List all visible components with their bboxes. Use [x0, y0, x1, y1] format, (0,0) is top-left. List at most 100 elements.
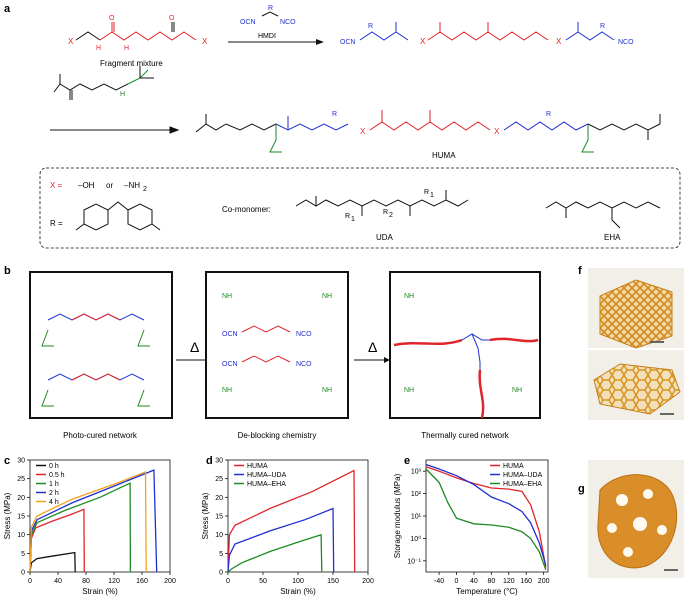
chart-d-xtick-label: 200: [362, 578, 374, 585]
fragment-label: Fragment mixture: [100, 59, 163, 68]
chart-c-xtick-label: 80: [82, 578, 90, 585]
x-definition: X = –OH or –NH 2: [50, 181, 147, 193]
chart-e-series-line: [425, 466, 547, 568]
uda-r1-left-sub: 1: [351, 216, 355, 223]
uda-r1-right: R: [424, 189, 429, 196]
caption-1: Photo-cured network: [63, 431, 138, 440]
eha-structure: [545, 201, 661, 229]
x-prod-1: X: [420, 37, 426, 46]
r-huma-2: R: [546, 111, 551, 118]
chart-d-series-line: [227, 469, 356, 573]
chart-d-ytick-label: 25: [215, 476, 223, 483]
uda-label: UDA: [376, 233, 394, 242]
chart-c-ytick-label: 25: [17, 476, 25, 483]
o-1: O: [109, 15, 115, 22]
chart-d-legend-label: HUMA: [247, 463, 268, 470]
h-1: H: [96, 45, 101, 52]
chart-e-xtick-label: 120: [503, 578, 515, 585]
x-prod-2: X: [556, 37, 562, 46]
nh-5: NH: [404, 293, 414, 300]
chart-d-series-line: [227, 507, 335, 573]
chart-e-ytick-label: 10¹: [411, 514, 422, 521]
nh-2: NH: [322, 293, 332, 300]
network-box-1: [29, 271, 173, 419]
chart-e-legend-label: HUMA–EHA: [503, 481, 542, 488]
huma-label: HUMA: [432, 151, 456, 160]
nco-b1: NCO: [296, 331, 312, 338]
chart-d-ytick-label: 20: [215, 495, 223, 502]
chart-c-ytick-label: 0: [21, 570, 25, 577]
panel-g-letter: g: [578, 483, 585, 495]
r-huma-1: R: [332, 111, 337, 118]
chart-c-legend-label: 2 h: [49, 490, 59, 497]
uda-r2-sub: 2: [389, 212, 393, 219]
panel-a-letter: a: [4, 3, 11, 15]
r-top: R: [368, 23, 373, 30]
network-box-3: NH NH NH: [389, 271, 541, 419]
chart-c-series-line: [29, 551, 76, 573]
chart-e: -40 0 40 80 120 160 200 10⁻¹ 10⁰ 10¹ 10² 10³ Tempera…: [393, 459, 550, 596]
chart-e-series-line: [425, 463, 547, 566]
chart-c-ytick-label: 15: [17, 514, 25, 521]
chart-c-xtick-label: 0: [28, 578, 32, 585]
huma-structure: R X X R: [195, 110, 661, 153]
chart-d-ytick-label: 5: [219, 551, 223, 558]
chart-c-xtick-label: 40: [54, 578, 62, 585]
chart-e-xtick-label: -40: [434, 578, 444, 585]
x-right: X: [202, 37, 208, 46]
panel-b-letter: b: [4, 265, 11, 277]
chart-e-series-line: [425, 468, 547, 571]
h-tbaema: H: [120, 91, 125, 98]
chart-c-legend-label: 0 h: [49, 463, 59, 470]
chart-e-xtick-label: 40: [470, 578, 478, 585]
o-2: O: [169, 15, 175, 22]
nh-4: NH: [322, 387, 332, 394]
chart-c-legend-label: 1 h: [49, 481, 59, 488]
x-huma-1: X: [360, 127, 366, 136]
gyroid-photo: [588, 460, 684, 578]
r-definition: R =: [50, 219, 63, 228]
chart-c-legend-label: 4 h: [49, 499, 59, 506]
chart-d-series-line: [227, 533, 323, 573]
chart-d-xtick-label: 50: [259, 578, 267, 585]
chart-c: 0 40 80 120 160 200 0 5 10 15 20 25 30 Strain (%) Stre…: [3, 458, 176, 597]
chart-d-ytick-label: 30: [215, 458, 223, 465]
chart-d-ylabel: Stress (MPa): [201, 492, 210, 539]
delta-1: Δ: [190, 339, 199, 355]
caption-3: Thermally cured network: [421, 431, 510, 440]
isocyanate-product: OCN R X X R NCO: [340, 22, 634, 46]
r-structure: [75, 201, 161, 231]
nh-3: NH: [222, 387, 232, 394]
chart-c-xtick-label: 160: [136, 578, 148, 585]
delta-2: Δ: [368, 339, 377, 355]
hmdi-r: R: [268, 5, 273, 12]
chart-d-xtick-label: 0: [226, 578, 230, 585]
chart-d-ytick-label: 0: [219, 570, 223, 577]
panel-e-letter: e: [404, 455, 410, 467]
x-def-oh: –OH: [78, 181, 95, 190]
chart-d-legend-label: HUMA–UDA: [247, 472, 287, 479]
uda-r1-right-sub: 1: [430, 192, 434, 199]
chart-c-ytick-label: 30: [17, 458, 25, 465]
chart-d-xlabel: Strain (%): [280, 587, 316, 596]
lattice-photo: [588, 268, 684, 349]
x-huma-2: X: [494, 127, 500, 136]
chart-c-legend-label: 0.5 h: [49, 472, 65, 479]
h-2: H: [124, 45, 129, 52]
nh-6: NH: [404, 387, 414, 394]
chart-c-ytick-label: 5: [21, 551, 25, 558]
chart-e-ytick-label: 10²: [411, 491, 422, 498]
chart-c-ylabel: Stress (MPa): [3, 492, 12, 539]
hmdi-nco: NCO: [280, 19, 296, 26]
legend-box: [39, 167, 681, 249]
chart-d-xtick-label: 150: [327, 578, 339, 585]
chart-e-xlabel: Temperature (°C): [456, 587, 518, 596]
chart-d-xtick-label: 100: [292, 578, 304, 585]
honeycomb-photo: [588, 350, 684, 420]
ocn-b1: OCN: [222, 331, 238, 338]
chart-d-legend-label: HUMA–EHA: [247, 481, 286, 488]
chart-e-xtick-label: 200: [538, 578, 550, 585]
chart-d-ytick-label: 10: [215, 532, 223, 539]
panel-d-letter: d: [206, 455, 213, 467]
